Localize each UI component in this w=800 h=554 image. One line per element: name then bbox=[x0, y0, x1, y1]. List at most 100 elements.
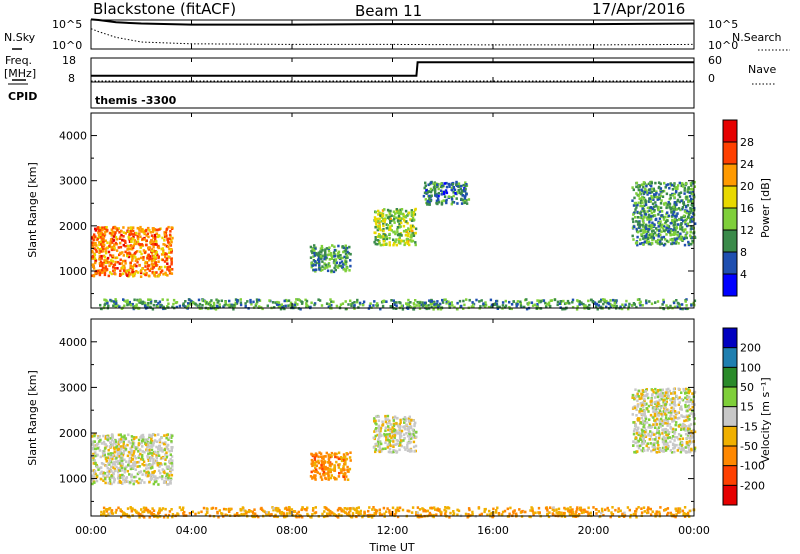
range-gate-cell bbox=[141, 300, 145, 304]
range-gate-cell bbox=[600, 511, 603, 515]
range-gate-cell bbox=[632, 406, 635, 409]
range-gate-cell bbox=[318, 466, 321, 470]
range-gate-cell bbox=[93, 257, 97, 261]
nsky-label: N.Sky bbox=[4, 31, 36, 44]
range-gate-cell bbox=[410, 219, 414, 222]
range-gate-cell bbox=[147, 301, 150, 305]
range-gate-cell bbox=[671, 435, 675, 438]
freq-label: Freq. bbox=[5, 54, 32, 67]
ytick-label: 1000 bbox=[59, 265, 87, 278]
range-gate-cell bbox=[153, 271, 156, 275]
range-gate-cell bbox=[416, 506, 420, 509]
range-gate-cell bbox=[463, 199, 467, 203]
range-gate-cell bbox=[688, 428, 691, 431]
range-gate-cell bbox=[115, 460, 118, 464]
range-gate-cell bbox=[236, 512, 239, 515]
range-gate-cell bbox=[315, 464, 318, 468]
range-gate-cell bbox=[676, 199, 679, 203]
range-gate-cell bbox=[412, 440, 416, 444]
range-gate-cell bbox=[635, 408, 638, 411]
range-gate-cell bbox=[587, 307, 590, 310]
range-gate-cell bbox=[690, 441, 693, 444]
range-gate-cell bbox=[261, 307, 264, 311]
range-gate-cell bbox=[361, 515, 364, 519]
range-gate-cell bbox=[99, 269, 102, 272]
range-gate-cell bbox=[318, 260, 321, 264]
range-gate-cell bbox=[655, 392, 658, 396]
range-gate-cell bbox=[673, 201, 676, 204]
range-gate-cell bbox=[178, 506, 182, 509]
range-gate-cell bbox=[545, 507, 549, 511]
range-gate-cell bbox=[398, 434, 402, 437]
range-gate-cell bbox=[314, 268, 318, 272]
range-gate-cell bbox=[157, 469, 161, 473]
range-gate-cell bbox=[403, 421, 406, 424]
range-gate-cell bbox=[447, 506, 451, 510]
range-gate-cell bbox=[315, 252, 318, 256]
range-gate-cell bbox=[410, 306, 413, 309]
range-gate-cell bbox=[413, 218, 416, 222]
range-gate-cell bbox=[654, 410, 658, 413]
range-gate-cell bbox=[337, 244, 340, 248]
range-gate-cell bbox=[131, 458, 134, 461]
range-gate-cell bbox=[641, 304, 644, 307]
range-gate-cell bbox=[600, 507, 604, 511]
range-gate-cell bbox=[265, 514, 268, 517]
range-gate-cell bbox=[115, 450, 119, 453]
range-gate-cell bbox=[343, 468, 346, 472]
range-gate-cell bbox=[676, 212, 679, 215]
range-gate-cell bbox=[642, 210, 646, 213]
range-gate-cell bbox=[685, 307, 689, 311]
range-gate-cell bbox=[133, 274, 136, 277]
range-gate-cell bbox=[673, 184, 676, 188]
range-gate-cell bbox=[109, 242, 112, 245]
range-gate-cell bbox=[175, 301, 179, 304]
range-gate-cell bbox=[253, 515, 256, 519]
range-gate-cell bbox=[412, 419, 415, 422]
range-gate-cell bbox=[287, 299, 291, 302]
range-gate-cell bbox=[411, 239, 415, 243]
range-gate-cell bbox=[615, 304, 618, 308]
range-gate-cell bbox=[368, 304, 372, 308]
range-gate-cell bbox=[345, 256, 348, 260]
range-gate-cell bbox=[91, 250, 94, 254]
range-gate-cell bbox=[410, 511, 414, 514]
range-gate-cell bbox=[135, 480, 139, 483]
range-gate-cell bbox=[662, 243, 666, 247]
range-gate-cell bbox=[136, 461, 139, 464]
range-gate-cell bbox=[152, 245, 155, 249]
range-gate-cell bbox=[131, 254, 134, 257]
range-gate-cell bbox=[429, 187, 433, 191]
range-gate-cell bbox=[406, 234, 410, 238]
range-gate-cell bbox=[128, 459, 131, 463]
range-gate-cell bbox=[685, 304, 688, 307]
range-gate-cell bbox=[100, 307, 103, 311]
range-gate-cell bbox=[344, 461, 347, 464]
range-gate-cell bbox=[668, 436, 671, 439]
range-gate-cell bbox=[335, 304, 339, 308]
range-gate-cell bbox=[681, 183, 685, 187]
range-gate-cell bbox=[378, 511, 382, 515]
range-gate-cell bbox=[457, 182, 461, 185]
range-gate-cell bbox=[92, 475, 96, 478]
range-gate-cell bbox=[151, 270, 154, 274]
range-gate-cell bbox=[169, 230, 172, 233]
range-gate-cell bbox=[139, 250, 142, 253]
range-gate-cell bbox=[171, 446, 174, 449]
range-gate-cell bbox=[549, 299, 552, 302]
range-gate-cell bbox=[319, 269, 322, 272]
range-gate-cell bbox=[402, 425, 405, 429]
range-gate-cell bbox=[239, 303, 243, 307]
range-gate-cell bbox=[564, 507, 567, 511]
range-gate-cell bbox=[410, 437, 413, 440]
range-gate-cell bbox=[420, 515, 423, 519]
range-gate-cell bbox=[367, 509, 370, 513]
range-gate-cell bbox=[124, 300, 127, 303]
range-gate-cell bbox=[408, 438, 411, 441]
range-gate-cell bbox=[128, 300, 131, 304]
range-gate-cell bbox=[164, 462, 167, 466]
range-gate-cell bbox=[122, 298, 125, 301]
range-gate-cell bbox=[655, 423, 659, 426]
range-gate-cell bbox=[261, 508, 264, 512]
range-gate-cell bbox=[101, 245, 104, 248]
